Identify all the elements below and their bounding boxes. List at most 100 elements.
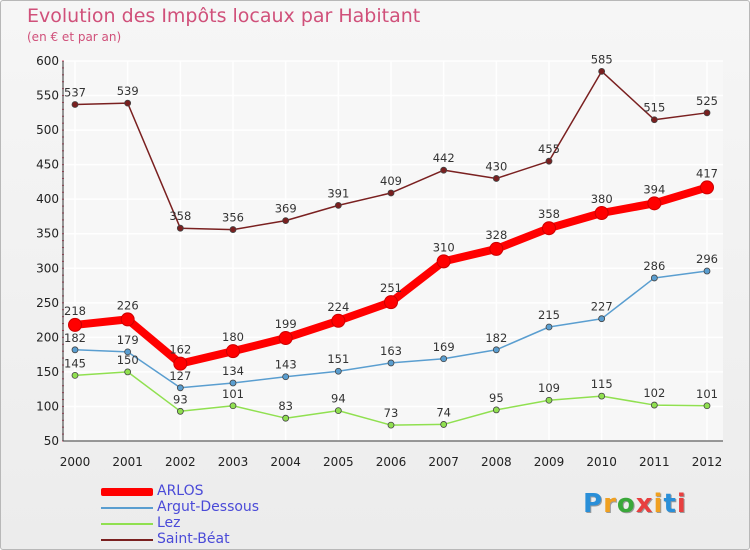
logo-letter: x (635, 489, 654, 519)
data-label-arlos-2009: 358 (538, 207, 560, 221)
point-argut-dessous-2007 (440, 355, 448, 363)
y-tick-label-600: 600 (36, 54, 59, 68)
data-label-saint-b-at-2008: 430 (485, 159, 507, 173)
legend-item-argut-dessous: Argut-Dessous (101, 499, 361, 516)
x-tick-label-2009: 2009 (534, 455, 565, 469)
point-arlos-2012 (700, 180, 714, 195)
data-label-arlos-2002: 162 (169, 343, 191, 357)
x-tick-label-2007: 2007 (428, 455, 459, 469)
point-argut-dessous-2001 (124, 348, 132, 356)
data-label-saint-b-at-2005: 391 (327, 186, 349, 200)
x-tick-label-2010: 2010 (586, 455, 617, 469)
point-arlos-2006 (384, 295, 398, 310)
data-label-saint-b-at-2007: 442 (433, 151, 455, 165)
y-tick-label-200: 200 (36, 330, 59, 344)
legend-swatch-argut-dessous (101, 507, 153, 509)
data-label-arlos-2008: 328 (485, 228, 507, 242)
point-arlos-2011 (647, 196, 662, 211)
point-argut-dessous-2003 (229, 379, 237, 387)
point-arlos-2008 (489, 241, 504, 256)
data-label-lez-2009: 109 (538, 381, 560, 395)
data-label-arlos-2000: 218 (64, 304, 86, 318)
y-tick-label-50: 50 (44, 434, 59, 448)
logo-letter: P (583, 489, 604, 519)
y-tick-label-300: 300 (36, 261, 59, 275)
data-label-argut-dessous-2004: 143 (275, 358, 297, 372)
point-lez-2011 (650, 401, 658, 409)
data-label-argut-dessous-2007: 169 (433, 340, 455, 354)
point-argut-dessous-2012 (703, 267, 711, 275)
y-tick-label-550: 550 (36, 89, 59, 103)
y-tick-label-350: 350 (36, 227, 59, 241)
data-label-argut-dessous-2003: 134 (222, 364, 244, 378)
data-label-lez-2008: 95 (489, 391, 504, 405)
legend-label-lez: Lez (157, 515, 181, 531)
legend-label-arlos: ARLOS (157, 483, 204, 499)
logo-letter: i (676, 489, 687, 519)
x-tick-label-2011: 2011 (639, 455, 670, 469)
x-tick-label-2006: 2006 (376, 455, 407, 469)
data-label-lez-2010: 115 (591, 377, 613, 391)
data-label-argut-dessous-2012: 296 (696, 252, 718, 266)
point-argut-dessous-2010 (598, 315, 606, 323)
x-tick-label-2004: 2004 (270, 455, 301, 469)
point-lez-2001 (124, 368, 132, 376)
point-saint-b-at-2001 (124, 99, 132, 107)
chart-legend: ARLOS Argut-Dessous Lez Saint-Béat (101, 483, 361, 548)
data-label-lez-2004: 83 (278, 399, 293, 413)
point-argut-dessous-2006 (387, 359, 395, 367)
point-lez-2012 (703, 402, 711, 410)
x-tick-label-2003: 2003 (218, 455, 249, 469)
point-lez-2002 (176, 407, 184, 415)
data-label-argut-dessous-2000: 182 (64, 331, 86, 345)
y-tick-label-100: 100 (36, 399, 59, 413)
point-arlos-2001 (120, 312, 135, 327)
data-label-argut-dessous-2008: 182 (485, 331, 507, 345)
point-saint-b-at-2012 (703, 109, 711, 117)
point-arlos-2009 (542, 221, 556, 236)
point-lez-2008 (492, 406, 500, 414)
point-saint-b-at-2010 (598, 67, 606, 75)
point-saint-b-at-2008 (492, 175, 500, 182)
point-saint-b-at-2011 (650, 116, 658, 124)
data-label-lez-2005: 94 (331, 392, 346, 406)
data-label-lez-2002: 93 (173, 392, 188, 406)
point-saint-b-at-2005 (334, 201, 342, 209)
data-label-lez-2012: 101 (696, 387, 718, 401)
data-label-argut-dessous-2005: 151 (327, 352, 349, 366)
point-lez-2003 (229, 402, 237, 410)
x-tick-label-2001: 2001 (112, 455, 143, 469)
point-lez-2006 (387, 421, 395, 429)
data-label-argut-dessous-2002: 127 (169, 369, 191, 383)
point-arlos-2000 (68, 317, 82, 332)
legend-swatch-arlos (101, 488, 153, 496)
data-label-arlos-2012: 417 (696, 166, 718, 180)
point-argut-dessous-2011 (650, 274, 658, 282)
point-argut-dessous-2009 (545, 323, 553, 331)
logo-letter: o (616, 489, 636, 519)
point-lez-2010 (598, 392, 606, 400)
data-label-lez-2000: 145 (64, 356, 86, 370)
point-lez-2005 (334, 407, 342, 415)
logo-letter: t (663, 489, 677, 519)
data-label-arlos-2001: 226 (117, 298, 139, 312)
data-label-argut-dessous-2006: 163 (380, 344, 402, 358)
data-label-lez-2007: 74 (436, 405, 451, 419)
point-saint-b-at-2006 (387, 189, 395, 197)
legend-item-arlos: ARLOS (101, 483, 361, 500)
data-label-saint-b-at-2000: 537 (64, 86, 86, 100)
point-argut-dessous-2004 (282, 373, 290, 381)
data-label-arlos-2011: 394 (643, 182, 665, 196)
x-tick-label-2002: 2002 (165, 455, 196, 469)
legend-label-argut-dessous: Argut-Dessous (157, 499, 260, 515)
point-saint-b-at-2002 (176, 224, 184, 232)
data-label-saint-b-at-2003: 356 (222, 211, 244, 225)
legend-swatch-saint-beat (101, 539, 153, 541)
data-label-argut-dessous-2009: 215 (538, 308, 560, 322)
legend-swatch-lez (101, 523, 153, 525)
x-tick-label-2000: 2000 (60, 455, 91, 469)
legend-item-lez: Lez (101, 515, 361, 532)
data-label-arlos-2004: 199 (275, 317, 297, 331)
data-label-arlos-2006: 251 (380, 281, 402, 295)
